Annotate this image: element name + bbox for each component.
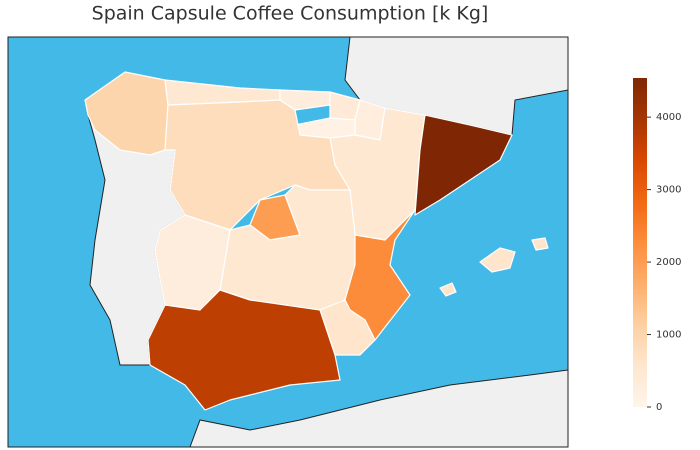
africa bbox=[189, 369, 568, 447]
region bbox=[147, 289, 341, 411]
region bbox=[84, 71, 169, 156]
colorbar-tick-label: 2000 bbox=[656, 257, 681, 268]
region bbox=[414, 114, 513, 216]
region bbox=[439, 237, 549, 297]
colorbar-tick-label: 4000 bbox=[656, 112, 681, 123]
colorbar-tick-label: 1000 bbox=[656, 330, 681, 341]
region bbox=[279, 89, 331, 111]
map-frame bbox=[7, 36, 569, 448]
colorbar bbox=[633, 78, 647, 407]
colorbar-tick-label: 0 bbox=[656, 402, 662, 413]
map bbox=[8, 37, 568, 447]
chart-title: Spain Capsule Coffee Consumption [k Kg] bbox=[92, 3, 489, 25]
colorbar-tick-label: 3000 bbox=[656, 185, 681, 196]
